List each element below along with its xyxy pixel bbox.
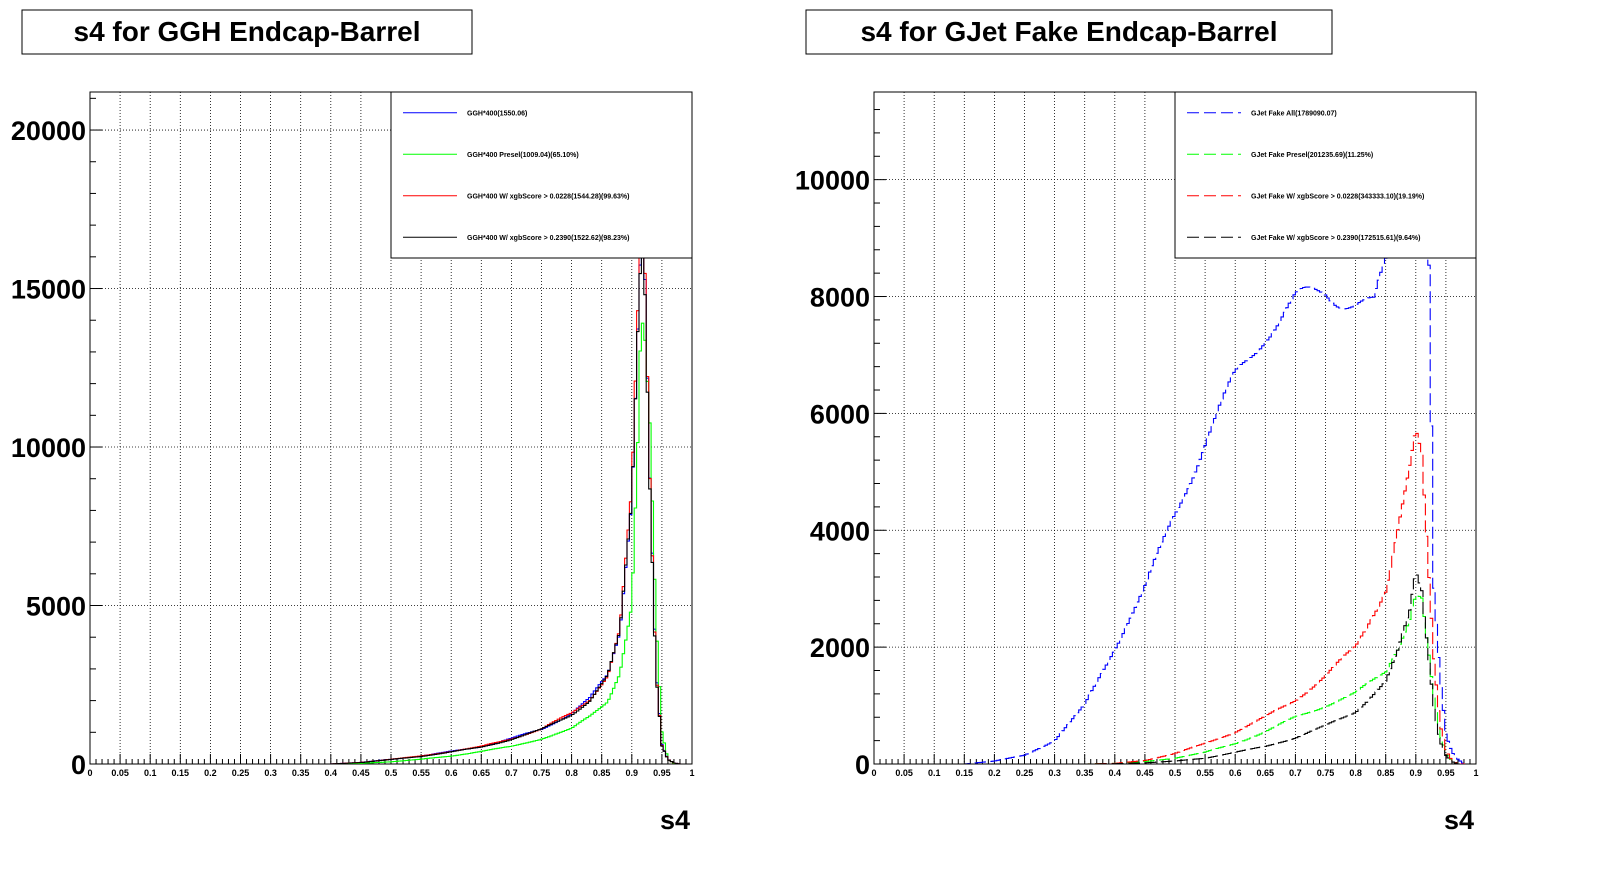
legend-entry: GGH*400(1550.06) xyxy=(467,110,527,117)
legend-entry: GGH*400 W/ xgbScore > 0.2390(1522.62)(98… xyxy=(467,235,629,242)
x-tick-label: 0 xyxy=(871,768,876,778)
chart-title-ggh: s4 for GGH Endcap-Barrel xyxy=(74,16,421,47)
y-tick-label: 0 xyxy=(855,750,870,780)
x-tick-label: 0.15 xyxy=(172,768,190,778)
y-tick-label: 10000 xyxy=(11,433,86,463)
x-tick-label: 0.1 xyxy=(144,768,157,778)
legend-entry: GJet Fake Presel(201235.69)(11.25%) xyxy=(1251,152,1373,159)
legend-entry: GGH*400 W/ xgbScore > 0.0228(1544.28)(99… xyxy=(467,193,629,200)
x-tick-label: 0.85 xyxy=(1377,768,1395,778)
x-tick-label: 0.7 xyxy=(505,768,518,778)
x-tick-label: 0.6 xyxy=(445,768,458,778)
legend-entry: GJet Fake W/ xgbScore > 0.0228(343333.10… xyxy=(1251,193,1424,200)
y-tick-label: 4000 xyxy=(810,516,870,546)
x-tick-label: 0.45 xyxy=(352,768,370,778)
x-tick-label: 0.95 xyxy=(653,768,671,778)
x-tick-label: 0.5 xyxy=(1169,768,1182,778)
x-tick-label: 0.35 xyxy=(1076,768,1094,778)
x-tick-label: 0.3 xyxy=(264,768,277,778)
x-tick-label: 0.75 xyxy=(1317,768,1335,778)
x-tick-label: 0.5 xyxy=(385,768,398,778)
y-tick-label: 2000 xyxy=(810,633,870,663)
y-tick-label: 15000 xyxy=(11,275,86,305)
x-tick-label: 0.65 xyxy=(1257,768,1275,778)
x-tick-label: 0.2 xyxy=(204,768,217,778)
x-tick-label: 0.95 xyxy=(1437,768,1455,778)
x-tick-label: 0.7 xyxy=(1289,768,1302,778)
series-line-1 xyxy=(90,322,692,764)
panel-ggh: s4 for GGH Endcap-Barrel 0 0.05 0.1 0.15 0.2… xyxy=(11,9,695,835)
x-tick-label: 0.25 xyxy=(1016,768,1034,778)
x-tick-label: 0.25 xyxy=(232,768,250,778)
x-tick-label: 0.55 xyxy=(412,768,430,778)
x-tick-label: 1 xyxy=(689,768,694,778)
plot-area-gjet: 0 0.05 0.1 0.15 0.2 0.25 0.3 0.35 0.4 0.45 0.5 0.55… xyxy=(795,91,1479,780)
x-tick-label: 0.3 xyxy=(1048,768,1061,778)
legend xyxy=(1174,91,1477,259)
x-tick-label: 0.2 xyxy=(988,768,1001,778)
x-tick-label: 0.9 xyxy=(626,768,639,778)
x-tick-label: 0.05 xyxy=(111,768,129,778)
x-axis-title-ggh: s4 xyxy=(660,805,690,835)
x-tick-label: 0.05 xyxy=(895,768,913,778)
series-line-3 xyxy=(90,250,692,764)
legend-entry: GJet Fake All(1789090.07) xyxy=(1251,110,1337,117)
y-tick-label: 6000 xyxy=(810,399,870,429)
legend-entry: GJet Fake W/ xgbScore > 0.2390(172515.61… xyxy=(1251,235,1420,242)
x-tick-label: 0.8 xyxy=(1349,768,1362,778)
x-tick-label: 0.4 xyxy=(1109,768,1122,778)
x-tick-label: 0.4 xyxy=(325,768,338,778)
x-tick-label: 0.45 xyxy=(1136,768,1154,778)
x-tick-label: 0 xyxy=(87,768,92,778)
x-tick-label: 0.35 xyxy=(292,768,310,778)
panel-gjet: s4 for GJet Fake Endcap-Barrel 0 0.05 0.1 0… xyxy=(795,9,1479,835)
x-tick-label: 0.75 xyxy=(533,768,551,778)
plot-area-ggh: 0 0.05 0.1 0.15 0.2 0.25 0.3 0.35 0.4 0.45 0.5 0.55… xyxy=(11,91,695,780)
x-tick-label: 0.65 xyxy=(473,768,491,778)
chart-title-gjet: s4 for GJet Fake Endcap-Barrel xyxy=(860,16,1277,47)
legend xyxy=(390,91,693,259)
series-line-0 xyxy=(874,92,1476,764)
series-line-2 xyxy=(874,432,1476,764)
x-tick-label: 0.9 xyxy=(1410,768,1423,778)
x-tick-label: 0.85 xyxy=(593,768,611,778)
y-tick-label: 5000 xyxy=(26,592,86,622)
title-box-gjet xyxy=(805,9,1333,55)
series-line-3 xyxy=(874,574,1476,764)
x-tick-label: 0.1 xyxy=(928,768,941,778)
x-axis-title-gjet: s4 xyxy=(1444,805,1474,835)
y-tick-label: 10000 xyxy=(795,166,870,196)
x-tick-label: 1 xyxy=(1473,768,1478,778)
y-tick-label: 20000 xyxy=(11,116,86,146)
y-tick-label: 8000 xyxy=(810,283,870,313)
x-tick-label: 0.15 xyxy=(956,768,974,778)
x-tick-label: 0.8 xyxy=(565,768,578,778)
legend-entry: GGH*400 Presel(1009.04)(65.10%) xyxy=(467,152,579,159)
x-tick-label: 0.6 xyxy=(1229,768,1242,778)
y-tick-label: 0 xyxy=(71,750,86,780)
x-tick-label: 0.55 xyxy=(1196,768,1214,778)
title-box-ggh xyxy=(21,9,473,55)
